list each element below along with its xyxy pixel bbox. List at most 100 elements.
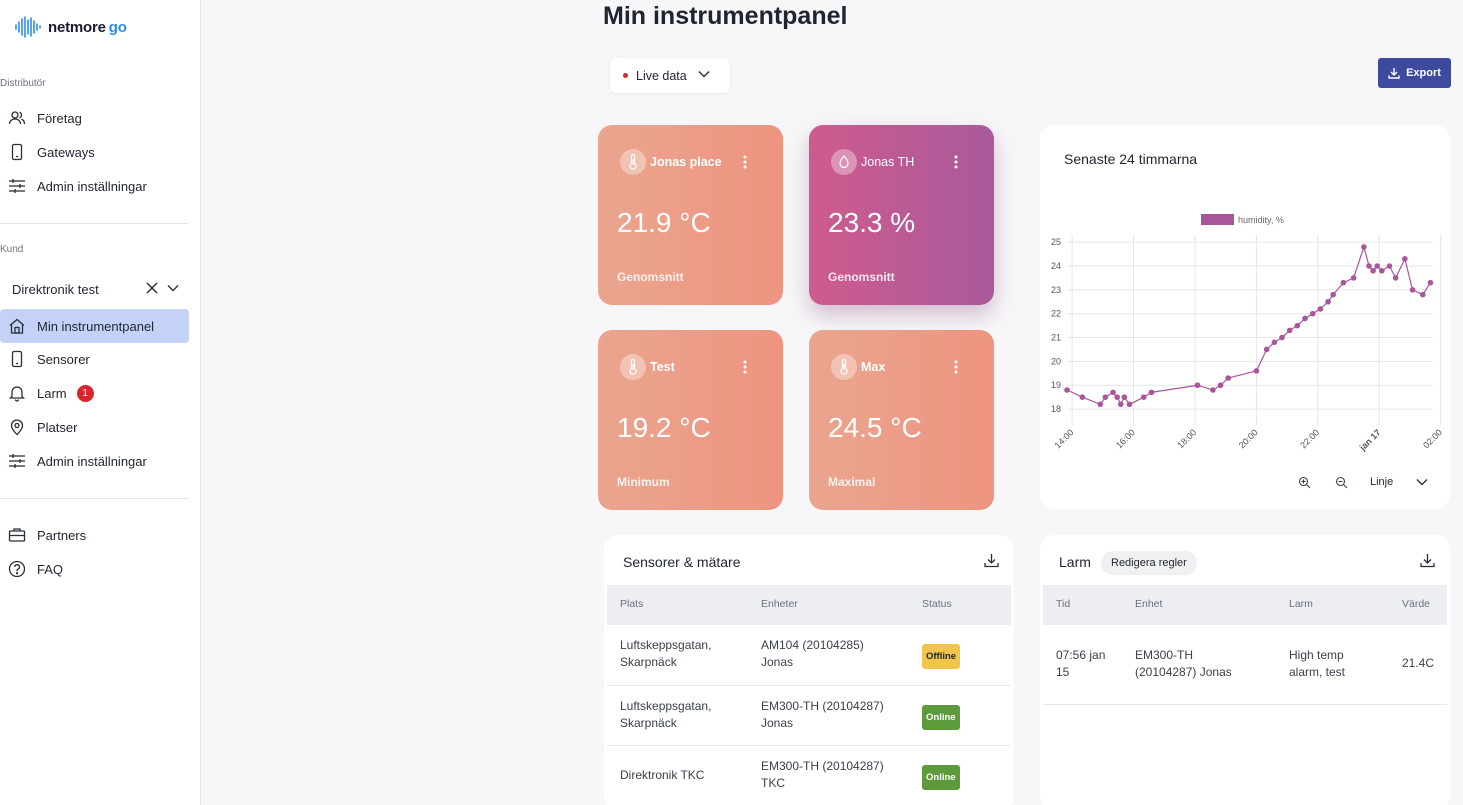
waveform-logo-icon — [15, 16, 41, 38]
section-label-customer: Kund — [0, 244, 24, 255]
series-line — [1066, 244, 1431, 406]
cell-device: EM300-TH (20104287) Jonas — [1135, 648, 1232, 679]
table-row[interactable]: Direktronik TKC EM300-TH (20104287) TKC … — [607, 746, 1011, 805]
tile-subtitle: Genomsnitt — [617, 270, 684, 284]
sidebar-divider — [0, 498, 189, 499]
download-icon[interactable] — [984, 553, 999, 573]
thermometer-icon — [620, 149, 646, 175]
thermometer-icon — [620, 354, 646, 380]
column-header: Status — [922, 598, 952, 610]
data-point — [1102, 394, 1109, 400]
alarms-card: Larm Redigera regler Tid Enhet Larm Värd… — [1040, 535, 1450, 805]
data-point — [1117, 401, 1124, 408]
zoom-in-icon[interactable] — [1298, 476, 1311, 489]
help-icon — [8, 560, 26, 578]
device-icon — [8, 350, 26, 368]
sliders-icon — [8, 452, 26, 470]
sensor-tile[interactable]: Jonas TH 23.3 % Genomsnitt — [809, 125, 994, 305]
sensor-tile[interactable]: Test 19.2 °C Minimum — [598, 330, 783, 510]
data-point — [1194, 382, 1201, 389]
sidebar-item-label: Admin inställningar — [37, 453, 147, 469]
chart-card: Senaste 24 timmarna 18 19 20 21 22 23 24 25 14:0… — [1040, 125, 1450, 509]
data-point — [1217, 382, 1224, 389]
sensor-tile[interactable]: Jonas place 21.9 °C Genomsnitt — [598, 125, 783, 305]
y-tick-label: 24 — [1051, 261, 1061, 271]
tile-value: 19.2 °C — [617, 412, 711, 443]
sidebar-item-dashboard[interactable]: Min instrumentpanel — [0, 309, 189, 343]
sidebar-item-partners[interactable]: Partners — [0, 518, 189, 552]
users-icon — [8, 109, 26, 127]
sidebar-item-foretag[interactable]: Företag — [0, 101, 189, 135]
live-data-dropdown[interactable]: Live data — [610, 58, 730, 93]
data-point — [1210, 387, 1216, 393]
zoom-out-icon[interactable] — [1335, 476, 1348, 489]
chart-controls: Linje — [1298, 475, 1429, 489]
tile-subtitle: Genomsnitt — [828, 270, 895, 284]
sidebar: netmore go Distributör Företag Gateways A… — [0, 0, 201, 805]
chart-title: Senaste 24 timmarna — [1064, 151, 1198, 167]
chevron-down-icon — [1415, 475, 1429, 489]
sidebar-item-label: Sensorer — [37, 351, 90, 367]
more-vertical-icon[interactable] — [741, 154, 749, 175]
more-vertical-icon[interactable] — [952, 154, 960, 175]
cell-place: Direktronik TKC — [620, 768, 705, 782]
tile-name: Jonas place — [650, 155, 722, 169]
sidebar-item-label: Gateways — [37, 144, 95, 160]
close-icon[interactable] — [145, 281, 159, 298]
sidebar-item-larm[interactable]: Larm 1 — [0, 376, 189, 410]
tile-value: 24.5 °C — [828, 412, 922, 443]
sidebar-item-admin-customer[interactable]: Admin inställningar — [0, 444, 189, 478]
tile-name: Max — [861, 360, 886, 374]
live-data-label: Live data — [636, 68, 687, 83]
data-point — [1279, 334, 1285, 341]
customer-select[interactable]: Direktronik test — [0, 276, 189, 302]
sidebar-item-platser[interactable]: Platser — [0, 410, 189, 444]
more-vertical-icon[interactable] — [952, 359, 960, 380]
cell-value: 21.4C — [1402, 656, 1435, 670]
home-icon — [8, 317, 26, 335]
brand-logo[interactable]: netmore go — [14, 14, 127, 40]
humidity-line-chart: 18 19 20 21 22 23 24 25 14:00 16:00 18:00 20:00 22:0… — [1051, 214, 1444, 453]
more-vertical-icon[interactable] — [741, 359, 749, 380]
table-row[interactable]: Luftskeppsgatan, Skarpnäck EM300-TH (201… — [607, 686, 1011, 746]
data-point — [1361, 244, 1367, 250]
table-row[interactable]: Luftskeppsgatan, Skarpnäck AM104 (201042… — [607, 626, 1011, 686]
tile-value: 23.3 % — [828, 207, 916, 238]
data-point — [1126, 401, 1133, 408]
y-tick-label: 22 — [1051, 309, 1061, 319]
data-point — [1121, 394, 1128, 400]
edit-rules-button[interactable]: Redigera regler — [1101, 551, 1197, 575]
export-button[interactable]: Export — [1378, 58, 1451, 88]
device-icon — [8, 143, 26, 161]
data-point — [1386, 263, 1393, 269]
sensor-tile[interactable]: Max 24.5 °C Maximal — [809, 330, 994, 510]
column-header: Enhet — [1135, 598, 1163, 610]
brand-suffix: go — [108, 18, 127, 36]
sidebar-item-label: Företag — [37, 110, 82, 126]
chart-type-select[interactable]: Linje — [1370, 475, 1429, 489]
live-indicator-dot — [623, 73, 628, 78]
data-point — [1225, 375, 1232, 381]
sliders-icon — [8, 177, 26, 195]
table-row[interactable]: 07:56 jan 15 EM300-TH (20104287) Jonas H… — [1043, 626, 1447, 705]
data-point — [1340, 279, 1347, 286]
sidebar-item-sensorer[interactable]: Sensorer — [0, 342, 189, 376]
data-point — [1140, 394, 1147, 400]
sidebar-item-admin-distributor[interactable]: Admin inställningar — [0, 169, 189, 203]
x-tick-label: 18:00 — [1175, 427, 1198, 450]
sidebar-item-label: Admin inställningar — [37, 178, 147, 194]
sidebar-item-gateways[interactable]: Gateways — [0, 135, 189, 169]
sidebar-item-faq[interactable]: FAQ — [0, 552, 189, 586]
cell-time: 07:56 jan 15 — [1056, 648, 1106, 679]
data-point — [1317, 306, 1324, 312]
export-label: Export — [1406, 67, 1441, 79]
y-tick-label: 18 — [1051, 404, 1061, 414]
x-tick-label: jan 17 — [1357, 427, 1383, 453]
data-point — [1374, 263, 1381, 269]
tile-name: Jonas TH — [861, 155, 915, 169]
sidebar-item-label: FAQ — [37, 561, 64, 577]
download-icon[interactable] — [1420, 553, 1435, 573]
data-point — [1379, 267, 1385, 274]
legend-label: humidity, % — [1238, 215, 1284, 225]
chevron-down-icon[interactable] — [166, 281, 180, 298]
